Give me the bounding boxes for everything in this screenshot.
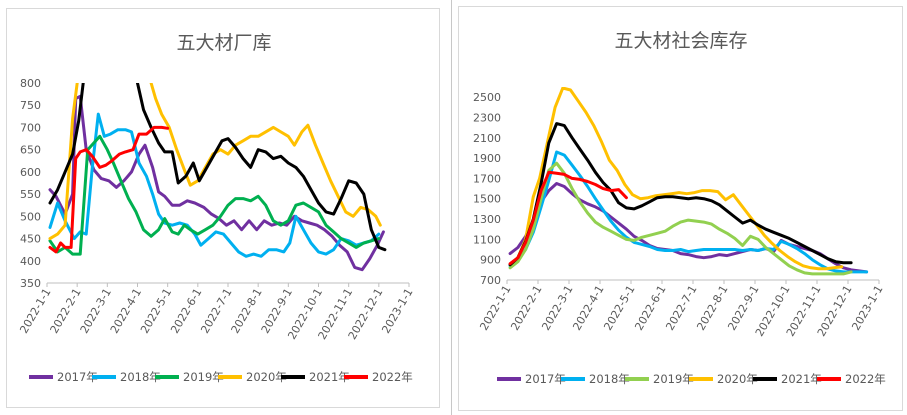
series-line-2018年 <box>508 150 869 274</box>
series-line-2020年 <box>48 83 79 241</box>
series-line-2018年 <box>48 112 381 258</box>
chart-title: 五大材社会库存 <box>614 30 747 52</box>
chart-factory-inventory: 五大材厂库3504004505005506006507007508002022-… <box>17 32 415 384</box>
chart-social-inventory: 五大材社会库存 700 900 1100 1300 1500 1700 1900 2100 230… <box>473 30 886 386</box>
y-tick-label: 700 <box>480 274 501 287</box>
series-group <box>508 87 869 276</box>
series-line-2017年 <box>48 94 385 272</box>
legend-label: 2020年 <box>717 372 758 386</box>
y-tick-label: 900 <box>480 254 501 267</box>
y-tick-label: 700 <box>20 121 41 134</box>
y-tick-label: 500 <box>20 210 41 223</box>
y-tick-label: 1500 <box>473 193 501 206</box>
y-tick-label: 1300 <box>473 213 501 226</box>
legend-label: 2021年 <box>309 370 350 384</box>
panel-divider <box>451 0 452 415</box>
legend-label: 2019年 <box>653 372 694 386</box>
y-tick-label: 1900 <box>473 152 501 165</box>
y-tick-label: 550 <box>20 188 41 201</box>
chart-panel-factory-inventory: 五大材厂库 350 400 450 500 550 600 650 700 750 800 2022-… <box>6 8 440 408</box>
series-line-2019年 <box>508 161 853 276</box>
series-line-2022年 <box>508 170 628 266</box>
legend-label: 2017年 <box>57 370 98 384</box>
y-tick-label: 1700 <box>473 172 501 185</box>
y-tick-label: 2300 <box>473 111 501 124</box>
series-line-2020年 <box>508 87 844 271</box>
legend-label: 2020年 <box>246 370 287 384</box>
series-line-2021年 <box>136 83 387 252</box>
series-line-2021年 <box>508 122 853 267</box>
y-tick-label: 600 <box>20 166 41 179</box>
legend-label: 2019年 <box>183 370 224 384</box>
x-tick-label: 2023-1-1 <box>849 283 885 333</box>
legend-label: 2017年 <box>525 372 566 386</box>
y-tick-label: 2500 <box>473 91 501 104</box>
y-tick-label: 400 <box>20 255 41 268</box>
series-group <box>48 83 387 272</box>
y-tick-label: 800 <box>20 77 41 90</box>
series-line-2019年 <box>48 134 381 256</box>
y-tick-label: 350 <box>20 277 41 290</box>
legend-label: 2021年 <box>781 372 822 386</box>
y-tick-label: 450 <box>20 233 41 246</box>
legend-label: 2022年 <box>372 370 413 384</box>
legend-label: 2022年 <box>845 372 886 386</box>
series-line-2022年 <box>48 125 170 254</box>
series-line-2021年 <box>48 83 85 205</box>
chart-title: 五大材厂库 <box>176 32 271 54</box>
legend-label: 2018年 <box>589 372 630 386</box>
y-tick-label: 750 <box>20 99 41 112</box>
y-tick-label: 650 <box>20 144 41 157</box>
legend-label: 2018年 <box>120 370 161 384</box>
chart-panel-social-inventory: 五大材社会库存 700 900 1100 1300 1500 1700 1900 2100 230… <box>458 6 903 411</box>
y-tick-label: 1100 <box>473 233 501 246</box>
y-tick-label: 2100 <box>473 132 501 145</box>
